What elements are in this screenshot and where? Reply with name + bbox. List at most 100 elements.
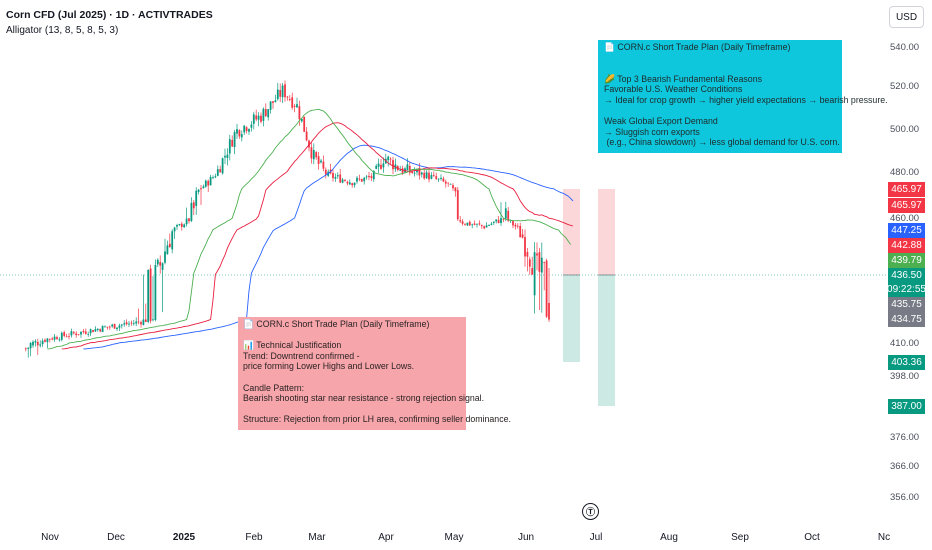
candle-body xyxy=(324,169,327,175)
candle-body xyxy=(538,252,541,272)
candle-body xyxy=(226,154,229,158)
candle-body xyxy=(425,172,428,179)
technical-note[interactable]: 📄 CORN.c Short Trade Plan (Daily Timefra… xyxy=(238,317,511,430)
candle-body xyxy=(298,106,301,120)
alligator-teeth-line xyxy=(61,122,574,350)
candle-body xyxy=(375,165,378,169)
candle-body xyxy=(144,319,147,323)
candle-body xyxy=(344,180,346,181)
candle-body xyxy=(108,326,111,328)
candle-body xyxy=(471,224,474,226)
candle-body xyxy=(502,218,505,220)
candle-body xyxy=(483,226,486,229)
candle-body xyxy=(164,251,166,263)
candle-body xyxy=(512,220,514,226)
currency-button[interactable]: USD xyxy=(889,6,924,28)
candle-body xyxy=(53,336,56,340)
time-tick: 2025 xyxy=(172,532,196,543)
candle-body xyxy=(305,131,308,141)
candle-body xyxy=(536,253,538,256)
candle-body xyxy=(46,338,49,343)
price-tick: 500.00 xyxy=(890,124,920,135)
candle-body xyxy=(236,129,238,134)
candle-body xyxy=(195,190,198,206)
candle-body xyxy=(432,175,435,176)
price-tick: 460.00 xyxy=(890,213,920,224)
candle-body xyxy=(442,178,445,182)
candle-body xyxy=(485,225,488,228)
fundamental-note[interactable]: 📄 CORN.c Short Trade Plan (Daily Timefra… xyxy=(598,40,888,153)
candle-body xyxy=(456,190,459,220)
tradingview-logo-icon[interactable]: Ⓣ xyxy=(582,503,599,520)
candle-body xyxy=(281,85,284,98)
candle-body xyxy=(166,245,169,255)
candle-body xyxy=(356,177,358,182)
candle-body xyxy=(413,172,416,174)
candle-body xyxy=(212,177,214,179)
candle-body xyxy=(286,96,289,98)
candle-body xyxy=(454,187,457,192)
candle-body xyxy=(214,176,217,178)
candle-body xyxy=(72,332,75,334)
candle-body xyxy=(34,341,37,343)
candle-body xyxy=(401,168,404,174)
candle-body xyxy=(39,344,42,346)
note-heading: 📊 Technical Justification xyxy=(243,340,342,351)
risk-zone-1[interactable] xyxy=(563,189,580,275)
candle-body xyxy=(84,331,87,334)
time-tick: Mar xyxy=(308,532,326,543)
candle-body xyxy=(75,333,78,336)
candle-body xyxy=(490,223,493,225)
candle-body xyxy=(63,332,66,336)
candle-body xyxy=(183,224,186,228)
candle-body xyxy=(101,325,104,333)
candle-body xyxy=(368,175,370,178)
candle-body xyxy=(60,332,63,340)
indicator-legend[interactable]: Alligator (13, 8, 5, 8, 5, 3) xyxy=(6,25,119,36)
candle-body xyxy=(461,221,464,224)
candle-body xyxy=(111,324,114,327)
candle-body xyxy=(288,99,291,100)
time-tick: Oct xyxy=(804,532,820,543)
risk-zone-2[interactable] xyxy=(598,189,615,275)
candle-body xyxy=(300,118,303,122)
price-tick: 398.00 xyxy=(890,371,920,382)
candle-body xyxy=(291,97,294,108)
candle-body xyxy=(221,158,224,174)
candle-body xyxy=(293,105,296,107)
candle-body xyxy=(116,327,118,329)
candle-body xyxy=(334,176,337,179)
note-heading: 🌽 Top 3 Bearish Fundamental Reasons xyxy=(604,73,762,84)
candle-body xyxy=(176,225,178,227)
candle-body xyxy=(380,164,382,169)
candle-body xyxy=(392,160,394,170)
candle-body xyxy=(171,231,174,250)
candle-body xyxy=(125,322,128,325)
candle-body xyxy=(449,183,452,185)
jaw-value-tag: 447.25 xyxy=(888,223,925,238)
symbol-title[interactable]: Corn CFD (Jul 2025) · 1D · ACTIVTRADES xyxy=(6,9,213,21)
candle-body xyxy=(440,177,442,179)
note-text: (e.g., China slowdown) → less global dem… xyxy=(604,137,840,148)
reward-zone-1[interactable] xyxy=(563,275,580,362)
candle-body xyxy=(284,84,286,98)
candle-body xyxy=(132,323,135,325)
candle-body xyxy=(154,265,157,321)
note-text: Candle Pattern: xyxy=(243,382,305,393)
candle-body xyxy=(32,341,34,346)
candle-body xyxy=(255,115,258,120)
teeth-value-tag: 442.88 xyxy=(888,238,925,253)
candle-body xyxy=(514,224,517,227)
candle-body xyxy=(476,223,478,225)
time-tick: Apr xyxy=(378,532,394,543)
candle-body xyxy=(276,89,279,100)
candle-body xyxy=(519,225,522,238)
candle-body xyxy=(336,175,339,177)
reward-zone-2[interactable] xyxy=(598,275,615,406)
candle-body xyxy=(106,326,109,328)
candle-body xyxy=(444,181,447,184)
candle-body xyxy=(252,114,255,124)
stop-price-tag: 465.97 xyxy=(888,198,925,213)
candle-body xyxy=(185,218,188,225)
